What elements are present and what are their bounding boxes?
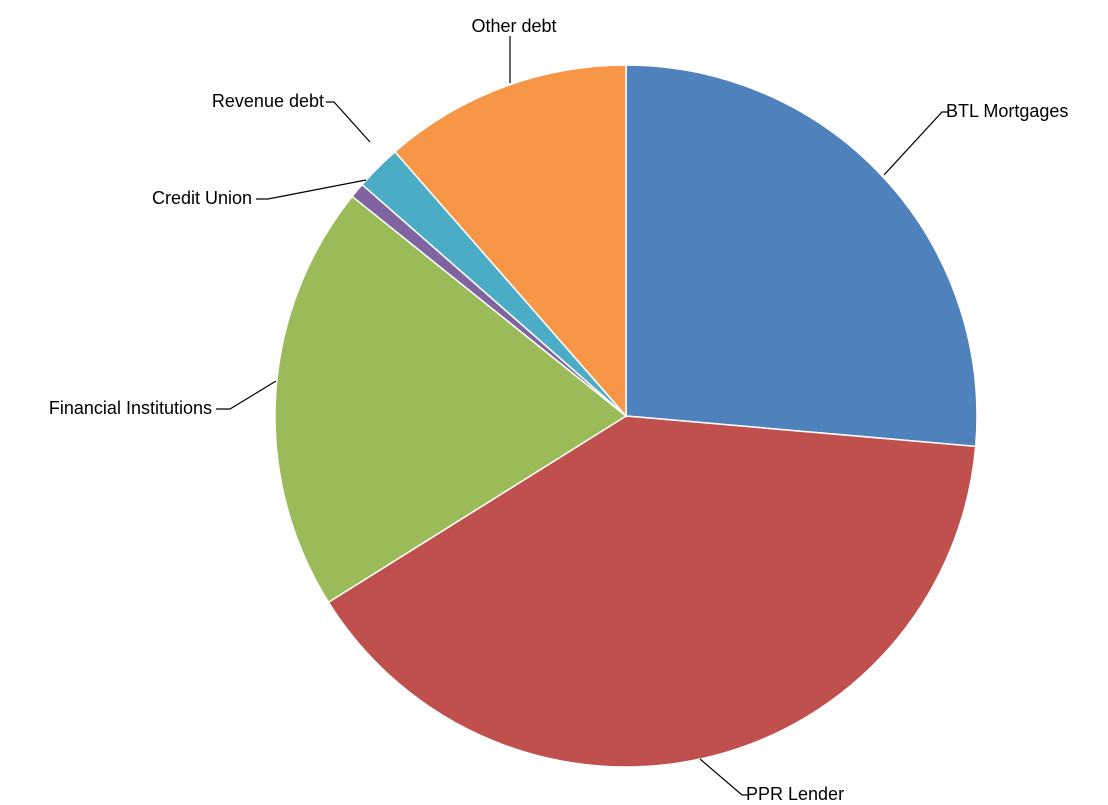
leader-line-btl-mortgages — [883, 111, 949, 176]
pie-slice-ppr-lender — [327, 415, 977, 768]
leader-lines-layer — [216, 36, 949, 796]
leader-line-financial-institutions — [216, 380, 277, 410]
leader-line-ppr-lender — [699, 758, 748, 796]
pie-slice-btl-mortgages — [625, 64, 978, 448]
data-label-ppr-lender: PPR Lender — [746, 784, 844, 804]
leader-line-credit-union — [256, 179, 367, 200]
data-label-financial-institutions: Financial Institutions — [49, 398, 212, 418]
data-label-credit-union: Credit Union — [152, 188, 252, 208]
slices-layer — [274, 64, 978, 768]
data-label-other-debt: Other debt — [471, 16, 556, 36]
data-label-revenue-debt: Revenue debt — [212, 91, 324, 111]
leader-line-revenue-debt — [326, 101, 371, 143]
pie-slice-other-debt — [393, 64, 627, 418]
data-label-btl-mortgages: BTL Mortgages — [946, 101, 1068, 121]
labels-layer: BTL Mortgages PPR Lender Financial Institu… — [49, 16, 1068, 804]
pie-slice-financial-institutions — [274, 195, 628, 604]
